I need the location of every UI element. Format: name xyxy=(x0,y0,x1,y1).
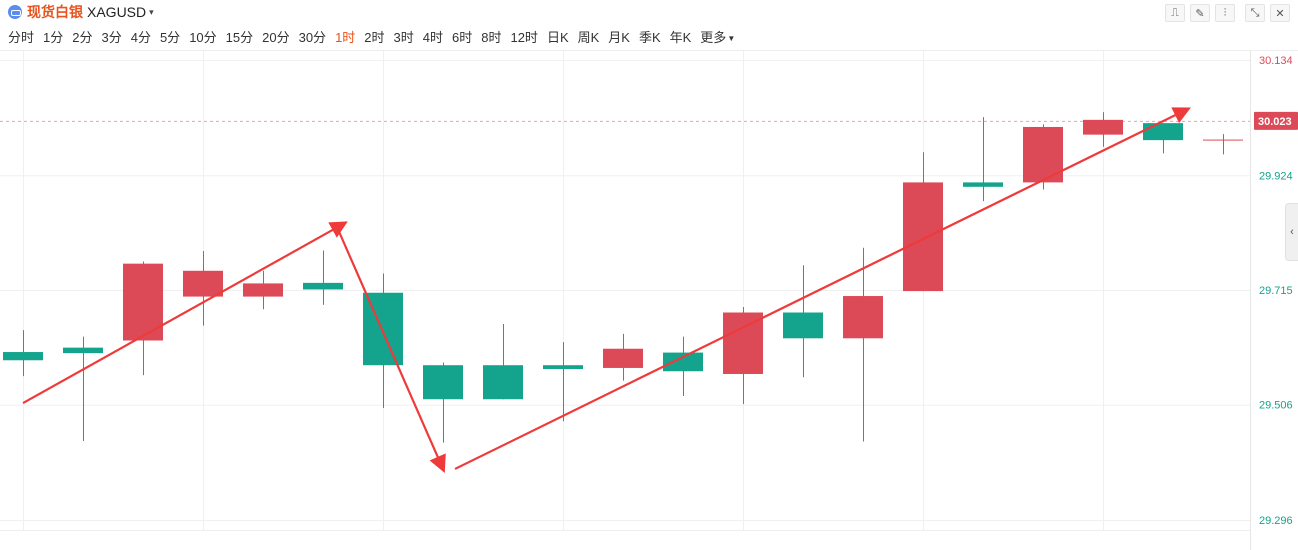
candle-body xyxy=(783,312,823,339)
candlestick-icon: ⫶ xyxy=(1223,6,1227,19)
candle-body xyxy=(3,352,43,361)
period-tab[interactable]: 月K xyxy=(608,30,630,45)
candle-body xyxy=(903,182,943,292)
candle-body xyxy=(843,296,883,339)
draw-icon: ✎ xyxy=(1195,7,1205,20)
candle-body xyxy=(303,282,343,290)
period-tab[interactable]: 年K xyxy=(669,30,692,45)
period-tab[interactable]: 3时 xyxy=(393,30,414,45)
candle-body xyxy=(543,365,583,370)
side-panel-toggle[interactable]: ‹ xyxy=(1285,203,1298,261)
y-tick-label: 30.134 xyxy=(1259,55,1293,67)
candlestick-button[interactable]: ⫶ xyxy=(1215,4,1235,22)
trend-arrow xyxy=(333,222,446,473)
y-tick-label: 29.924 xyxy=(1259,170,1293,182)
candle-body xyxy=(1143,123,1183,141)
period-more-dropdown[interactable]: 更多▼ xyxy=(700,27,735,45)
period-tab[interactable]: 分时 xyxy=(8,30,35,45)
y-tick-label: 29.296 xyxy=(1259,515,1293,527)
candle-body xyxy=(483,365,523,400)
period-tab[interactable]: 周K xyxy=(577,30,600,45)
symbol-code: XAGUSD xyxy=(87,4,147,20)
period-tab[interactable]: 6时 xyxy=(452,30,473,45)
draw-button[interactable]: ✎ xyxy=(1190,4,1210,22)
period-tab[interactable]: 日K xyxy=(546,30,569,45)
period-tab[interactable]: 2时 xyxy=(364,30,385,45)
y-tick-label: 29.506 xyxy=(1259,400,1293,412)
y-tick-label: 29.715 xyxy=(1259,285,1293,297)
trend-arrow xyxy=(454,107,1191,470)
last-price-tag xyxy=(1254,111,1298,130)
last-price-label: 30.023 xyxy=(1258,116,1292,128)
chevron-down-icon: ▼ xyxy=(727,34,736,44)
period-tab[interactable]: 1时 xyxy=(335,30,356,45)
chart-header: 现货白银 XAGUSD ▾ ⎍ ✎ ⫶ ⤡ ✕ xyxy=(0,0,1298,26)
symbol-selector[interactable]: 现货白银 XAGUSD ▾ xyxy=(8,3,154,21)
period-tab[interactable]: 2分 xyxy=(72,30,93,45)
candle-body xyxy=(603,348,643,368)
candle-body xyxy=(963,182,1003,187)
candle-body xyxy=(243,283,283,297)
candle-body xyxy=(63,347,103,354)
candle-body xyxy=(363,292,403,366)
candle-body xyxy=(423,365,463,400)
candle-body xyxy=(183,270,223,297)
close-button[interactable]: ✕ xyxy=(1270,4,1290,22)
silver-logo-icon xyxy=(8,5,22,19)
period-tab[interactable]: 20分 xyxy=(262,30,290,45)
period-tab[interactable]: 15分 xyxy=(225,30,254,45)
symbol-name: 现货白银 xyxy=(27,4,83,20)
candle-body xyxy=(723,312,763,374)
header-divider xyxy=(0,50,1298,51)
candle-body xyxy=(663,352,703,372)
period-more-label: 更多 xyxy=(700,30,727,45)
period-tab[interactable]: 12时 xyxy=(510,30,538,45)
period-tab[interactable]: 季K xyxy=(638,30,661,45)
collapse-icon: ⤡ xyxy=(1250,6,1260,19)
chevron-down-icon: ▾ xyxy=(149,6,154,17)
period-tab[interactable]: 4分 xyxy=(130,30,151,45)
chart-toolbar: ⎍ ✎ ⫶ ⤡ ✕ xyxy=(1160,4,1290,22)
candle-body xyxy=(1083,119,1123,135)
line-chart-button[interactable]: ⎍ xyxy=(1165,4,1185,22)
chevron-left-icon: ‹ xyxy=(1290,226,1294,238)
period-selector: 分时 1分 2分 3分 4分 5分 10分 15分 20分 30分 1时 2时 3时 4时 6时 8时 12时日… xyxy=(0,27,735,45)
period-tab[interactable]: 4时 xyxy=(422,30,443,45)
trend-arrow xyxy=(22,221,348,405)
line-chart-icon: ⎍ xyxy=(1171,6,1179,19)
close-icon: ✕ xyxy=(1275,7,1285,20)
period-tab[interactable]: 3分 xyxy=(101,30,122,45)
collapse-button[interactable]: ⤡ xyxy=(1245,4,1265,22)
period-tab[interactable]: 30分 xyxy=(298,30,327,45)
period-tab[interactable]: 10分 xyxy=(189,30,217,45)
period-tab[interactable]: 5分 xyxy=(159,30,181,45)
period-tab[interactable]: 8时 xyxy=(481,30,502,45)
candle-body xyxy=(1203,139,1243,141)
period-tab[interactable]: 1分 xyxy=(43,30,64,45)
